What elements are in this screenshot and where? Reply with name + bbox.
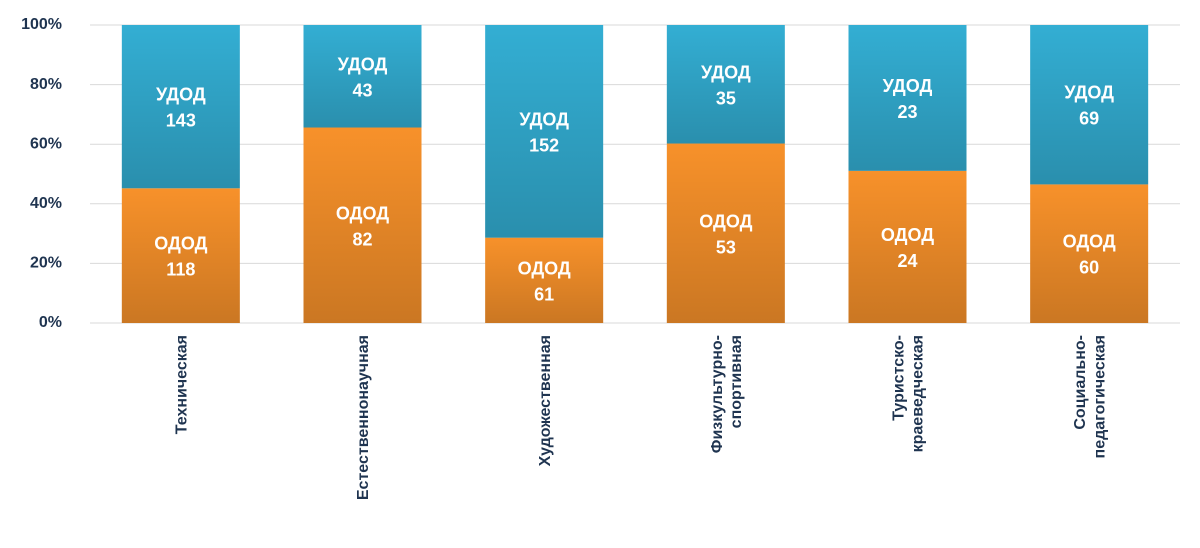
bar-shade [848,170,967,323]
data-label-name: УДОД [338,54,388,74]
data-label-name: ОДОД [518,258,571,278]
bar-shade [485,237,604,323]
x-tick-label: Физкультурно-спортивная [709,335,745,453]
bar-shade [666,143,785,323]
data-label-name: УДОД [701,62,751,82]
data-label-value: 61 [534,284,554,304]
y-tick-label: 80% [30,76,62,93]
data-label-value: 143 [166,111,196,131]
data-label-name: ОДОД [1063,232,1116,252]
data-label-name: ОДОД [881,225,934,245]
data-label-value: 35 [716,88,736,108]
data-label-name: УДОД [883,76,933,96]
bar-shade [1030,25,1149,185]
x-tick-line: Художественная [537,335,554,466]
data-label-name: ОДОД [336,203,389,223]
bar-shade [121,25,240,189]
x-tick-label: Техническая [173,335,190,434]
data-label-value: 60 [1079,258,1099,278]
data-label-value: 118 [166,260,195,280]
y-tick-label: 0% [39,314,62,331]
data-label-value: 69 [1079,109,1099,129]
data-label-name: УДОД [1064,83,1114,103]
bar-shade [848,25,967,171]
data-label-name: ОДОД [699,211,752,231]
x-tick-line: Физкультурно- [709,335,726,453]
data-label-name: ОДОД [154,234,207,254]
data-label-value: 53 [716,237,736,257]
y-tick-label: 40% [30,195,62,212]
bar-shade [485,25,604,238]
y-tick-label: 100% [21,16,62,33]
x-tick-label: Туристско-краеведческая [891,335,927,452]
bar-shade [303,25,422,128]
x-tick-line: Социально- [1072,335,1089,430]
bar-shade [666,25,785,144]
data-label-value: 43 [352,80,372,100]
x-tick-line: спортивная [728,335,745,428]
x-tick-line: педагогическая [1091,335,1108,458]
y-tick-label: 20% [30,255,62,272]
bar-shade [303,127,422,324]
data-label-name: УДОД [156,85,206,105]
x-tick-line: Естественнонаучная [355,335,372,500]
x-tick-line: краеведческая [910,335,927,452]
bar-shade [121,188,240,323]
x-tick-line: Туристско- [891,335,908,421]
x-tick-label: Художественная [537,335,554,466]
x-tick-line: Техническая [173,335,190,434]
data-label-value: 82 [352,229,372,249]
data-label-value: 24 [897,251,917,271]
y-tick-label: 60% [30,135,62,152]
data-label-value: 152 [529,135,559,155]
bar-shade [1030,184,1149,323]
x-tick-label: Естественнонаучная [355,335,372,500]
data-label-name: УДОД [519,109,569,129]
data-label-value: 23 [897,102,917,122]
x-tick-label: Социально-педагогическая [1072,335,1108,458]
